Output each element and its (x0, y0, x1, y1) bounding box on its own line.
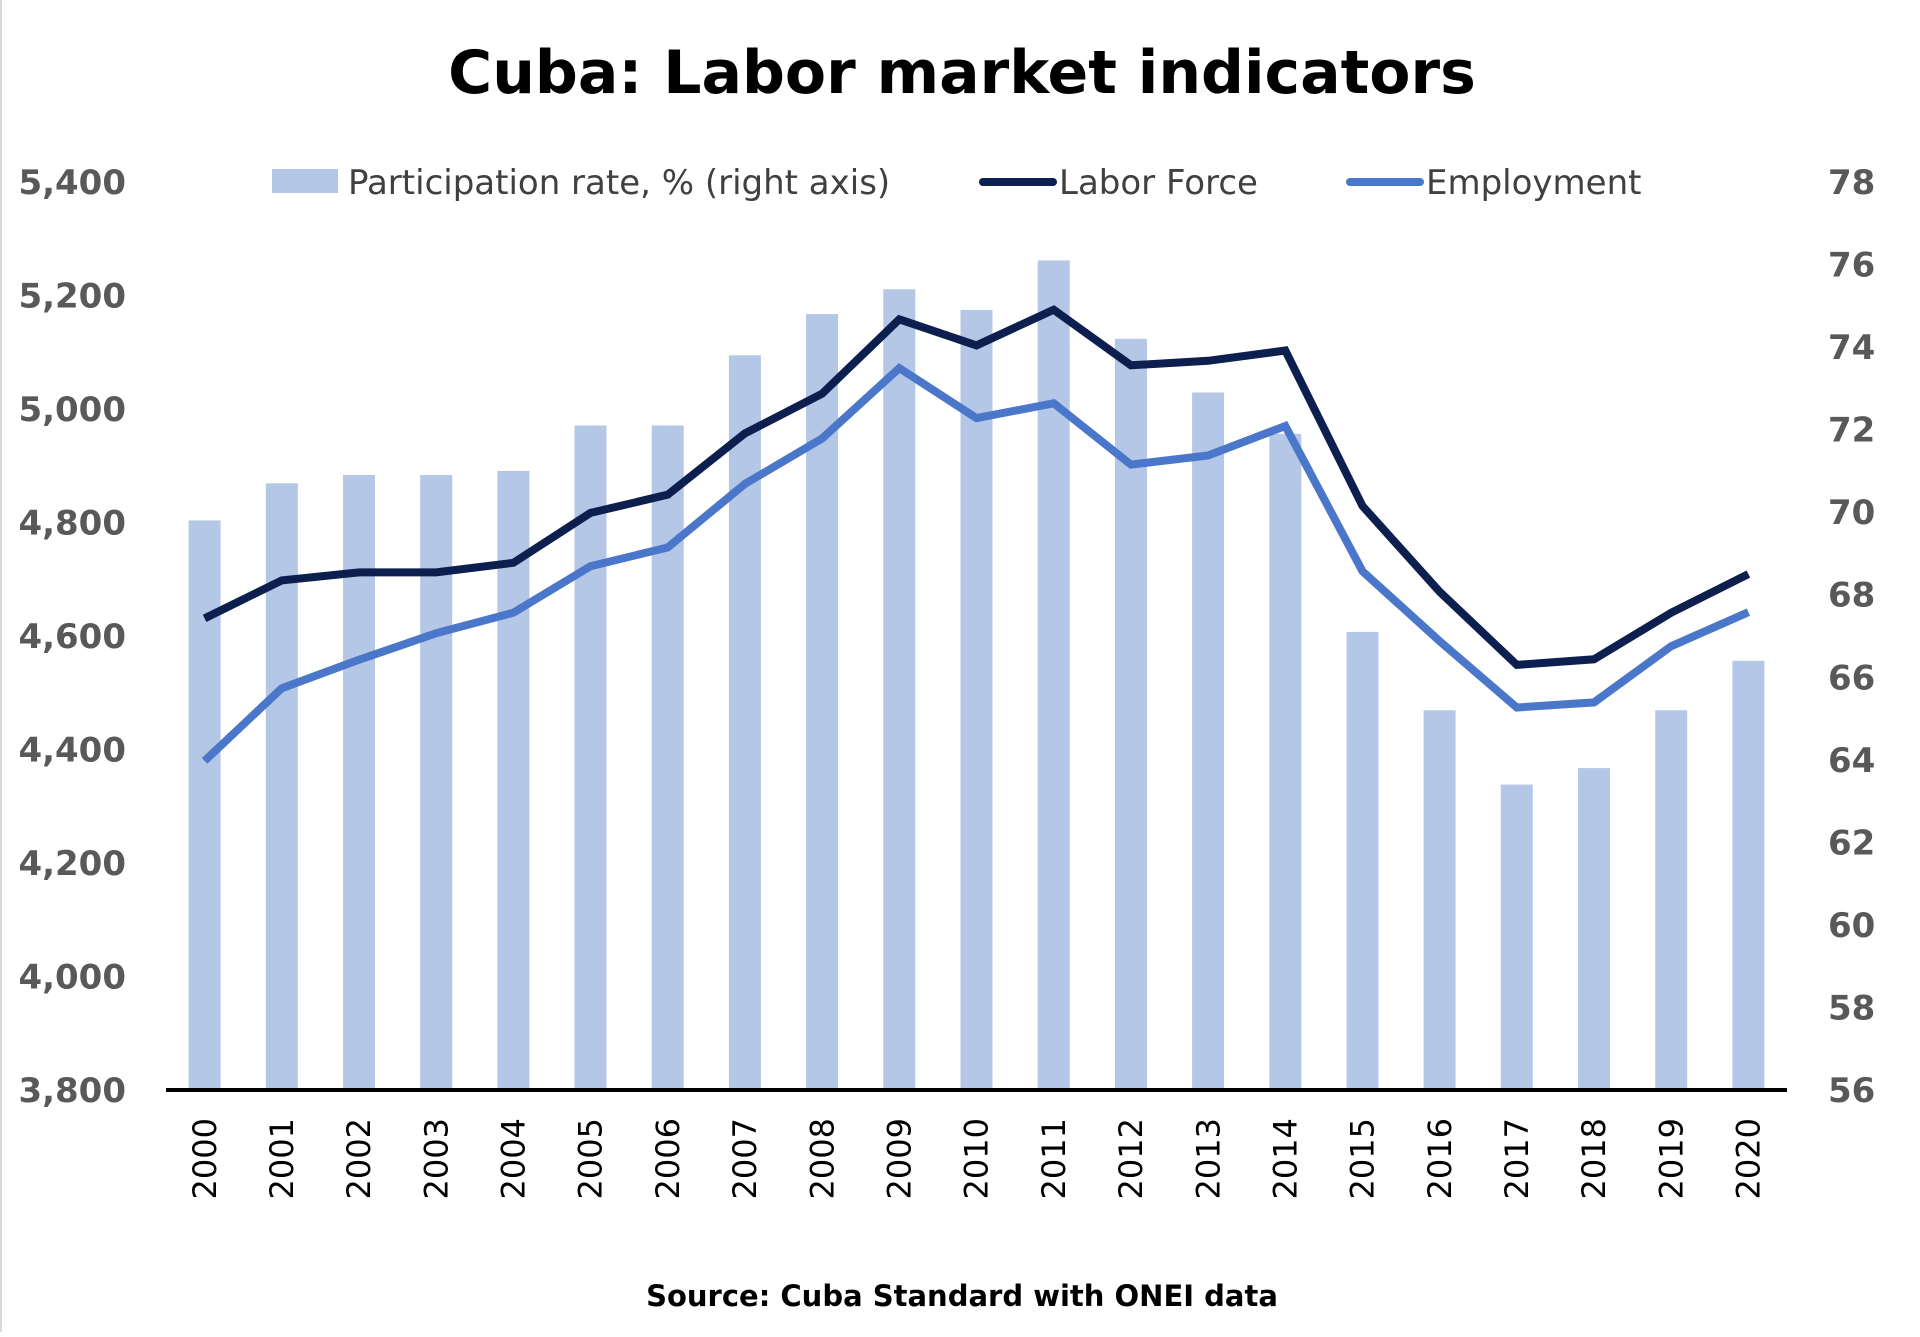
x-tick-label: 2008 (803, 1118, 841, 1199)
bar-participation-2002 (343, 475, 375, 1090)
chart-title: Cuba: Labor market indicators (448, 38, 1476, 108)
bar-participation-2000 (188, 520, 221, 1090)
bar-participation-2020 (1732, 660, 1765, 1090)
legend: Participation rate, % (right axis) Labor… (272, 163, 1641, 203)
bar-participation-2007 (728, 355, 761, 1090)
bar-participation-2014 (1269, 433, 1302, 1090)
x-tick-label: 2000 (186, 1118, 224, 1199)
right-tick-label: 56 (1828, 1071, 1875, 1111)
x-tick-label: 2018 (1575, 1118, 1613, 1199)
left-tick-label: 3,800 (18, 1071, 126, 1111)
legend-swatch-participation (272, 169, 338, 193)
bar-participation-2016 (1423, 710, 1456, 1090)
line-employment (201, 363, 1751, 764)
bar-participation-2009 (883, 289, 916, 1090)
bar-participation-2006 (651, 425, 684, 1090)
x-tick-label: 2015 (1344, 1118, 1382, 1199)
x-tick-label: 2019 (1652, 1118, 1690, 1199)
x-tick-label: 2003 (417, 1118, 455, 1199)
source-note: Source: Cuba Standard with ONEI data (646, 1279, 1278, 1313)
right-tick-label: 64 (1828, 741, 1875, 781)
left-axis-ticks: 3,800 4,000 4,200 4,400 4,600 4,800 5,000 5,200… (18, 163, 126, 1111)
left-tick-label: 5,000 (18, 390, 126, 430)
bars-participation-rate (188, 260, 1765, 1091)
x-axis-ticks: 2000 2001 2002 2003 2004 2005 2006 2007 2008 2009… (186, 1118, 1768, 1199)
left-tick-label: 4,600 (18, 617, 126, 657)
x-tick-label: 2001 (263, 1118, 301, 1199)
x-tick-label: 2014 (1267, 1118, 1305, 1199)
bar-participation-2005 (574, 425, 607, 1090)
x-tick-label: 2017 (1498, 1118, 1536, 1199)
left-tick-label: 4,200 (18, 844, 126, 884)
left-tick-label: 4,800 (18, 504, 126, 544)
bar-participation-2001 (265, 483, 298, 1090)
bar-participation-2004 (497, 470, 530, 1090)
left-tick-label: 4,000 (18, 958, 126, 998)
frame-border (0, 0, 2, 1332)
legend-label-employment: Employment (1426, 163, 1641, 203)
x-tick-label: 2006 (649, 1118, 687, 1199)
bar-participation-2018 (1578, 768, 1610, 1090)
right-tick-label: 74 (1828, 328, 1875, 368)
right-tick-label: 68 (1828, 576, 1875, 616)
right-tick-label: 66 (1828, 658, 1875, 698)
bar-participation-2015 (1346, 631, 1379, 1090)
x-tick-label: 2011 (1035, 1118, 1073, 1199)
right-tick-label: 72 (1828, 411, 1875, 451)
x-tick-label: 2020 (1730, 1118, 1768, 1199)
right-tick-label: 76 (1828, 246, 1875, 286)
x-tick-label: 2009 (880, 1118, 918, 1199)
x-tick-label: 2013 (1189, 1118, 1227, 1199)
x-tick-label: 2004 (495, 1118, 533, 1199)
bar-participation-2017 (1500, 784, 1533, 1090)
right-tick-label: 60 (1828, 906, 1875, 946)
legend-label-labor-force: Labor Force (1059, 163, 1258, 203)
line-labor-force (202, 305, 1751, 670)
bar-participation-2010 (960, 309, 993, 1090)
left-tick-label: 5,400 (18, 163, 126, 203)
right-tick-label: 70 (1828, 493, 1875, 533)
legend-label-participation: Participation rate, % (right axis) (348, 163, 890, 203)
right-tick-label: 78 (1828, 163, 1875, 203)
x-tick-label: 2005 (572, 1118, 610, 1199)
right-tick-label: 62 (1828, 823, 1875, 863)
left-tick-label: 4,400 (18, 731, 126, 771)
bar-participation-2011 (1037, 260, 1070, 1090)
x-tick-label: 2010 (958, 1118, 996, 1199)
right-tick-label: 58 (1828, 989, 1875, 1029)
bar-participation-2013 (1192, 392, 1225, 1090)
left-tick-label: 5,200 (18, 277, 126, 317)
x-tick-label: 2002 (340, 1118, 378, 1199)
bar-participation-2003 (420, 475, 453, 1090)
line-series (201, 305, 1751, 764)
x-tick-label: 2007 (726, 1118, 764, 1199)
x-tick-label: 2012 (1112, 1118, 1150, 1199)
right-axis-ticks: 56 58 60 62 64 66 68 70 72 74 76 78 (1828, 163, 1875, 1111)
x-tick-label: 2016 (1421, 1118, 1459, 1199)
bar-participation-2019 (1655, 710, 1688, 1090)
